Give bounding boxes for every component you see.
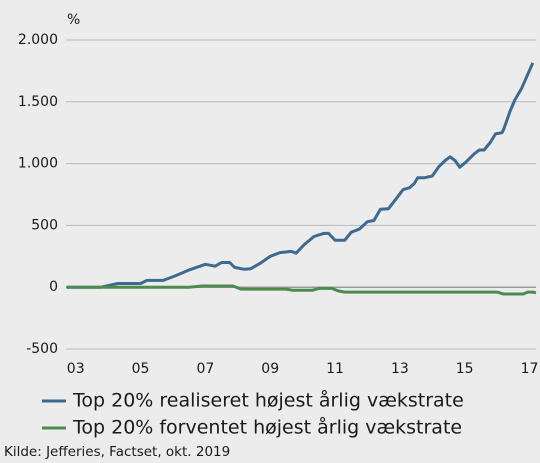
x-tick-label: 15: [456, 361, 474, 377]
x-tick-label: 07: [196, 361, 214, 377]
data-line: [66, 284, 537, 296]
y-tick-label: 1.000: [18, 156, 58, 172]
x-tick-label: 11: [326, 361, 344, 377]
x-tick-label: 17: [521, 361, 539, 377]
y-unit: %: [67, 12, 80, 28]
x-tick-label: 03: [67, 361, 85, 377]
y-tick-label: 0: [49, 279, 58, 295]
y-tick-label: -500: [26, 341, 58, 357]
y-tick-label: 500: [31, 217, 58, 233]
legend-label: Top 20% realiseret højest årlig vækstrat…: [72, 389, 464, 412]
source: Kilde: Jefferies, Factset, okt. 2019: [4, 444, 230, 460]
y-tick-label: 1.500: [18, 94, 58, 110]
data-line: [66, 62, 535, 289]
x-tick-label: 09: [261, 361, 279, 377]
x-tick-label: 05: [132, 361, 150, 377]
x-tick-label: 13: [391, 361, 409, 377]
legend-label: Top 20% forventet højest årlig vækstrate: [72, 416, 462, 439]
y-tick-label: 2.000: [18, 32, 58, 48]
